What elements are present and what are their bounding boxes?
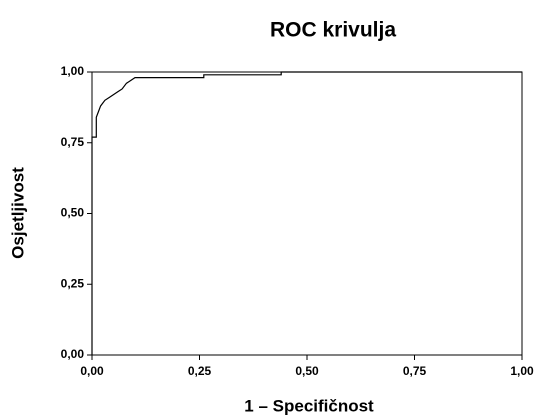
x-tick-label: 0,75 [403,364,427,378]
y-tick-label: 0,75 [61,135,85,149]
roc-curve [91,71,522,355]
y-tick-label: 1,00 [61,64,85,78]
y-tick-label: 0,25 [61,276,85,290]
x-tick-label: 0,25 [188,364,212,378]
x-tick-label: 0,50 [295,364,319,378]
x-tick-label: 0,00 [80,364,104,378]
y-tick-label: 0,50 [61,206,85,220]
y-axis-label: Osjetljivost [8,167,27,259]
chart-title: ROC krivulja [270,19,396,42]
plot-frame [91,71,523,356]
y-tick-label: 0,00 [61,347,85,361]
x-tick-label: 1,00 [510,364,534,378]
x-axis-label: 1 – Specifičnost [244,396,374,415]
